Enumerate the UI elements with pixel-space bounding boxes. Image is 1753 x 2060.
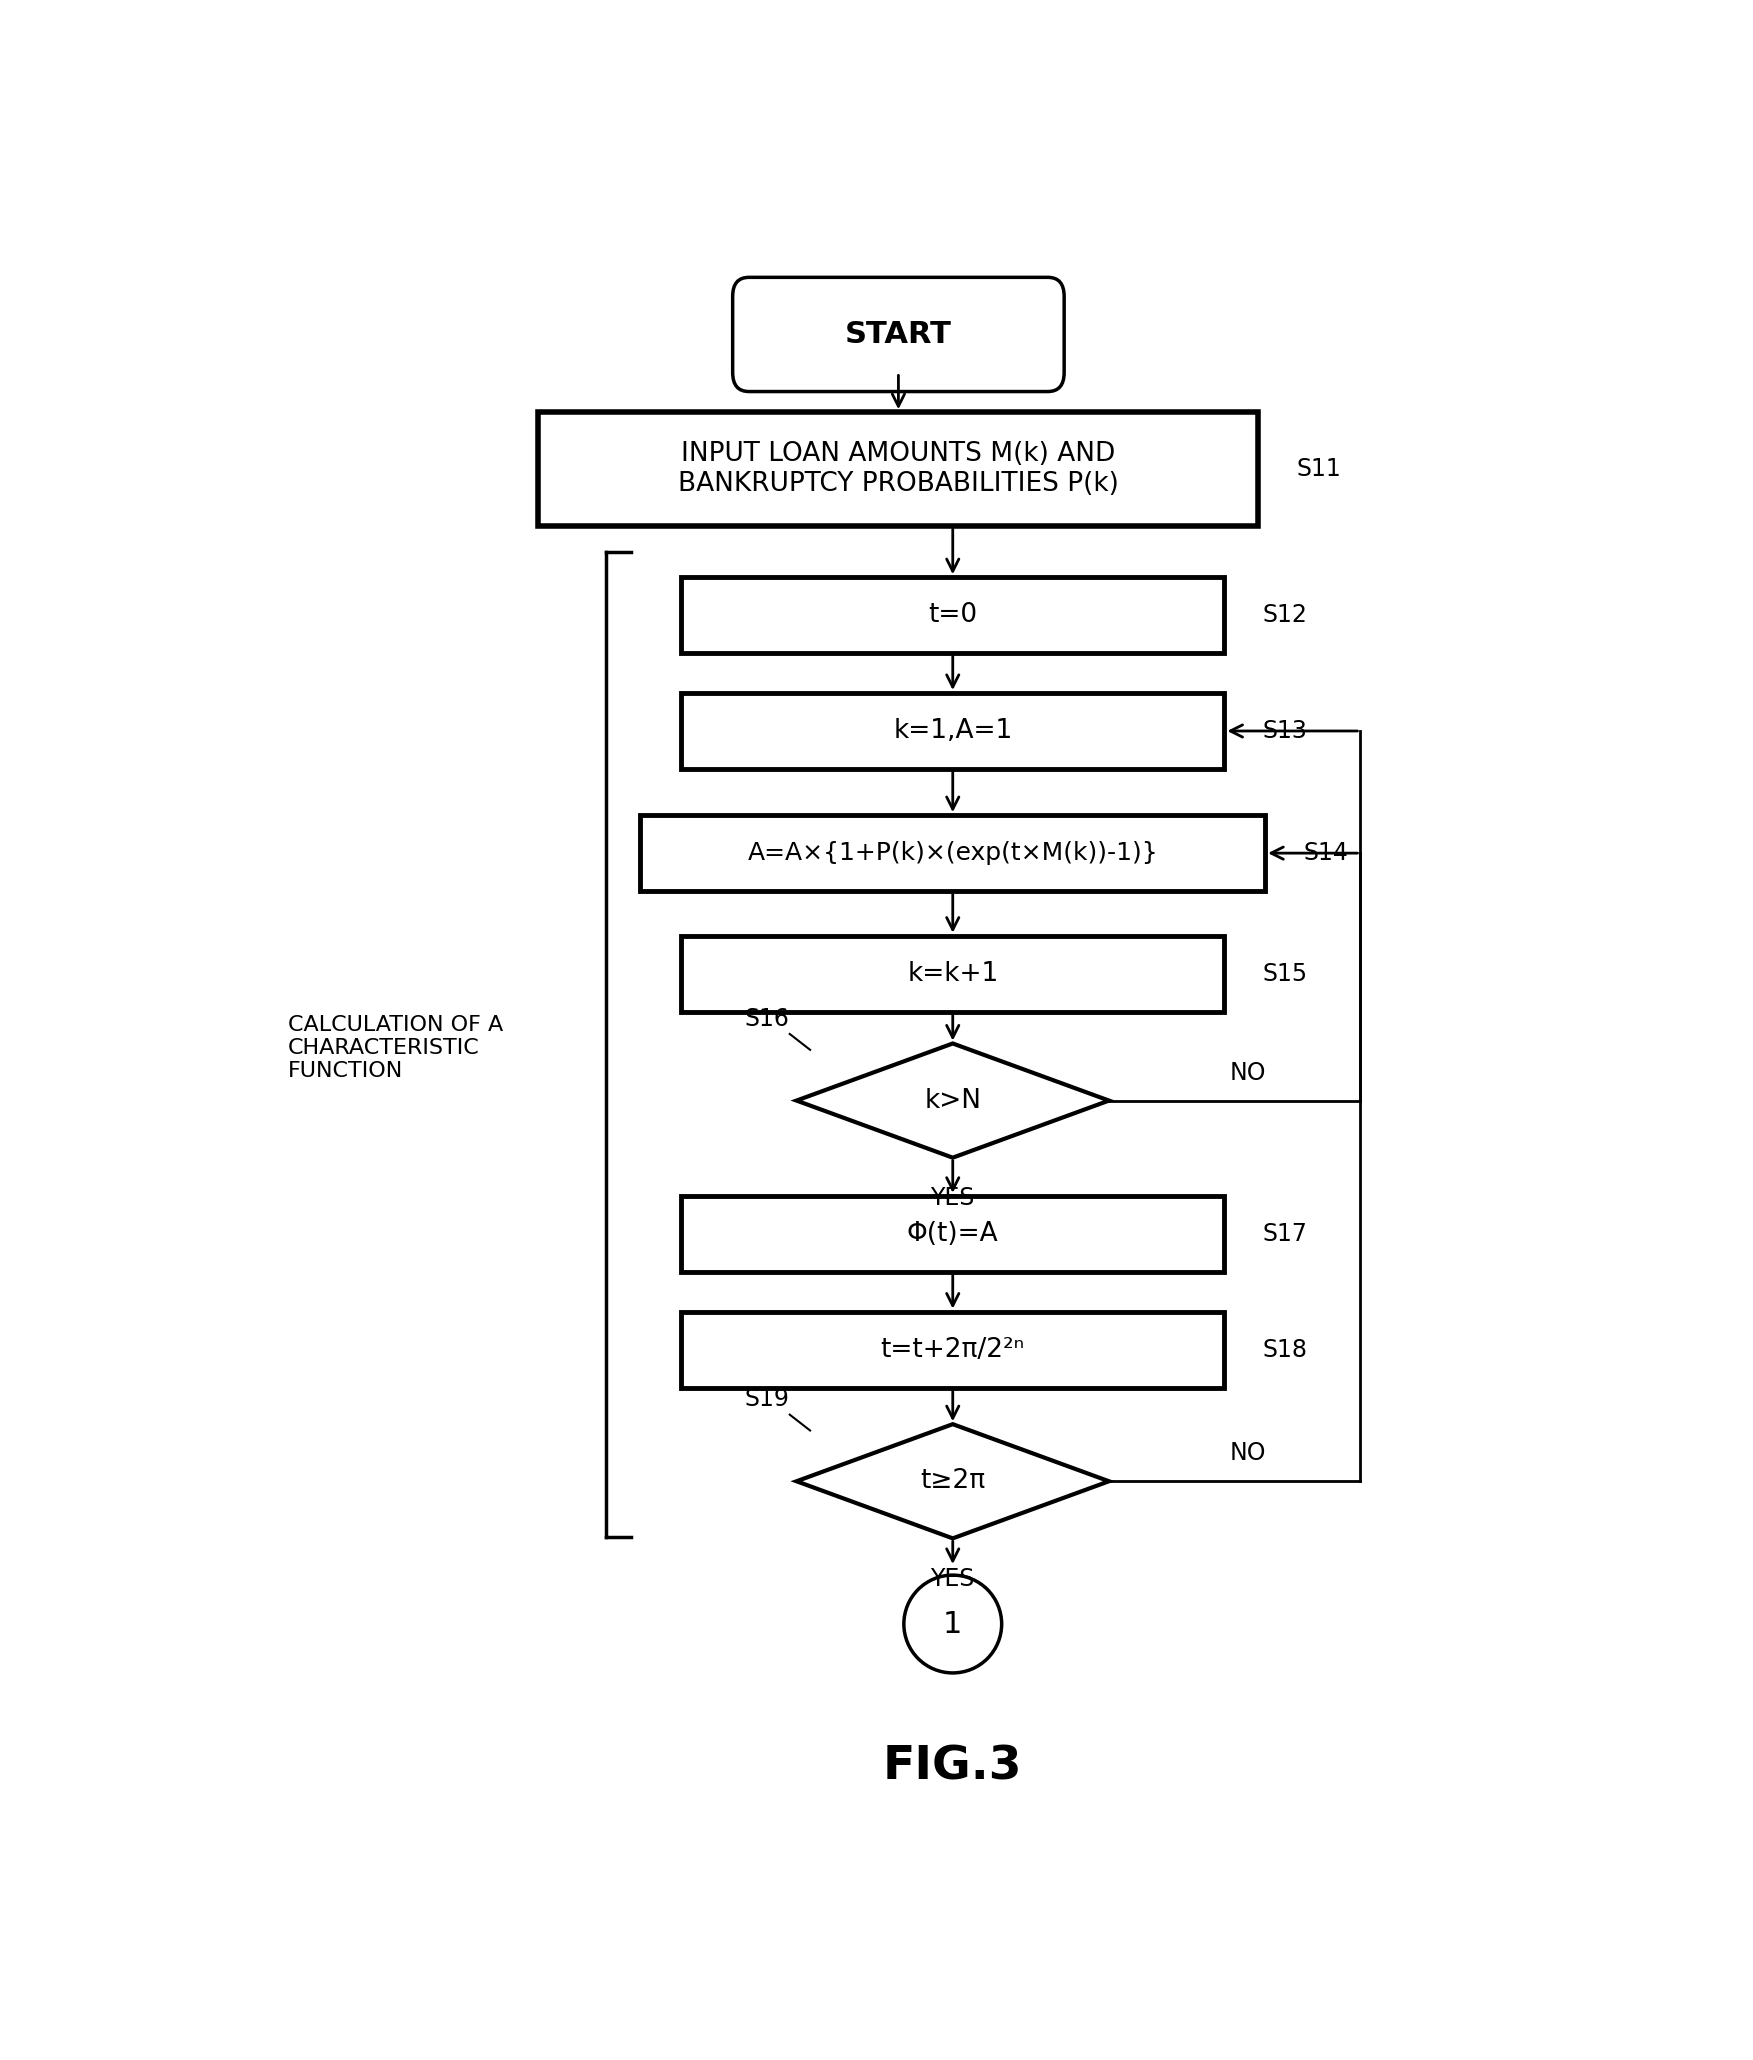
Text: t=0: t=0 — [927, 602, 978, 628]
Text: S12: S12 — [1262, 604, 1308, 626]
Text: START: START — [845, 319, 952, 348]
Text: INPUT LOAN AMOUNTS M(k) AND
BANKRUPTCY PROBABILITIES P(k): INPUT LOAN AMOUNTS M(k) AND BANKRUPTCY P… — [678, 441, 1118, 496]
Bar — [680, 692, 1224, 768]
Text: NO: NO — [1231, 1061, 1266, 1086]
Text: S19: S19 — [745, 1388, 789, 1411]
Text: CALCULATION OF A
CHARACTERISTIC
FUNCTION: CALCULATION OF A CHARACTERISTIC FUNCTION — [287, 1016, 503, 1082]
Text: NO: NO — [1231, 1442, 1266, 1465]
Bar — [680, 577, 1224, 653]
Bar — [538, 412, 1259, 527]
Text: A=A×{1+P(k)×(exp(t×M(k))-1)}: A=A×{1+P(k)×(exp(t×M(k))-1)} — [747, 840, 1159, 865]
Polygon shape — [796, 1423, 1110, 1539]
Text: S15: S15 — [1262, 962, 1308, 985]
Text: k>N: k>N — [924, 1088, 982, 1114]
Text: S18: S18 — [1262, 1337, 1308, 1362]
Text: S11: S11 — [1297, 457, 1341, 482]
Text: S14: S14 — [1302, 840, 1348, 865]
Ellipse shape — [905, 1576, 1001, 1673]
Text: t≥2π: t≥2π — [920, 1469, 985, 1494]
Text: FIG.3: FIG.3 — [884, 1745, 1022, 1790]
Text: S16: S16 — [745, 1007, 789, 1030]
Text: S13: S13 — [1262, 719, 1308, 744]
Text: k=1,A=1: k=1,A=1 — [892, 719, 1013, 744]
Text: Φ(t)=A: Φ(t)=A — [906, 1222, 999, 1246]
Text: S17: S17 — [1262, 1222, 1308, 1246]
Polygon shape — [796, 1044, 1110, 1158]
Bar — [640, 816, 1266, 892]
Text: 1: 1 — [943, 1609, 962, 1638]
FancyBboxPatch shape — [733, 278, 1064, 391]
Text: k=k+1: k=k+1 — [906, 960, 999, 987]
Bar — [680, 1312, 1224, 1388]
Text: t=t+2π/2²ⁿ: t=t+2π/2²ⁿ — [880, 1337, 1026, 1362]
Text: YES: YES — [931, 1568, 975, 1590]
Bar — [680, 1195, 1224, 1271]
Bar — [680, 935, 1224, 1011]
Text: YES: YES — [931, 1187, 975, 1209]
